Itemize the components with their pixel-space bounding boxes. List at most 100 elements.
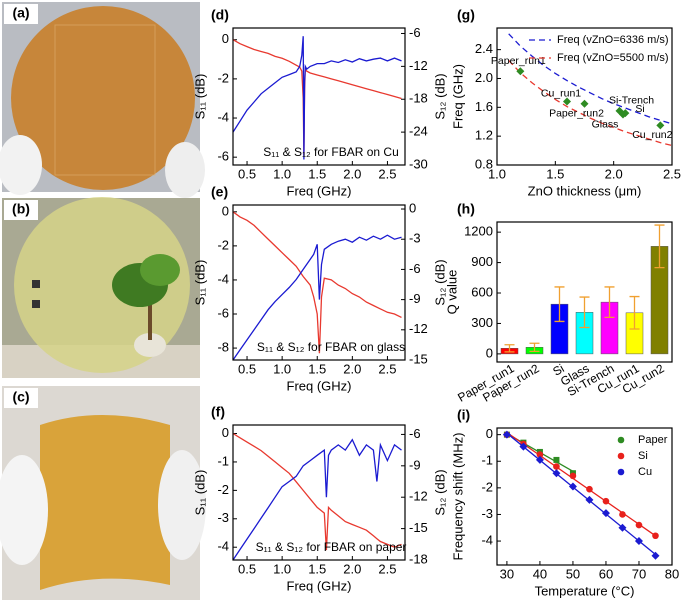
marker: [568, 482, 577, 491]
marker: [553, 456, 560, 463]
photo-a: [0, 2, 205, 198]
y2-tick-label: -12: [409, 58, 428, 73]
marker: [601, 509, 610, 518]
panel-label: (h): [457, 201, 475, 217]
x-axis-label: Freq (GHz): [287, 378, 352, 393]
fit-line: [506, 431, 656, 537]
error-bar: [604, 286, 615, 319]
marker: [585, 495, 594, 504]
error-bar: [579, 296, 590, 329]
panel-label: (b): [12, 201, 30, 217]
error-bar: [504, 344, 515, 353]
error-bar: [629, 295, 640, 330]
legend-label: Paper: [638, 434, 668, 446]
y-axis-label: S₁₁ (dB): [192, 74, 207, 120]
marker: [536, 451, 544, 458]
point-label: Cu_run2: [632, 129, 672, 141]
marker: [652, 532, 659, 540]
series-line: [508, 33, 673, 125]
y-tick-label: -6: [217, 149, 229, 164]
panel-label: (g): [457, 7, 475, 23]
x-tick-label: 1.0: [488, 166, 506, 181]
legend-label: Cu: [638, 466, 652, 478]
marker: [619, 110, 627, 119]
panel-label: (e): [211, 184, 228, 200]
y-axis-label: S₁₂ (dB): [432, 469, 447, 515]
y-tick-label: -2: [481, 479, 493, 494]
y-tick-label: -3: [217, 510, 229, 525]
legend-swatch: [617, 468, 625, 476]
y-axis-label: S₁₂ (dB): [432, 259, 447, 305]
y-tick-label: 1.2: [475, 128, 493, 143]
y-tick-label: -3: [481, 506, 493, 521]
fit-line: [506, 432, 656, 555]
x-tick-label: 50: [566, 566, 580, 581]
y2-tick-label: -18: [409, 551, 428, 566]
x-tick-label: 40: [533, 566, 547, 581]
x-tick-label: 1.0: [273, 561, 291, 576]
y2-tick-label: -3: [409, 231, 421, 246]
x-tick-label: 2.0: [343, 561, 361, 576]
error-bar: [554, 286, 565, 323]
x-tick-label: 60: [599, 566, 613, 581]
y-tick-label: 0: [222, 425, 229, 440]
marker: [618, 523, 627, 532]
panel-label: (a): [12, 5, 29, 21]
y-axis-label: Q value: [444, 270, 459, 315]
legend-swatch: [617, 452, 625, 460]
marker: [569, 472, 577, 480]
marker: [535, 455, 544, 464]
x-tick-label: 2.5: [378, 561, 396, 576]
plot-frame: [496, 27, 673, 166]
y-axis-label: S₁₁ (dB): [192, 260, 207, 306]
x-tick-label: 2.5: [378, 166, 396, 181]
y-tick-label: 0: [486, 426, 493, 441]
y-tick-label: 600: [471, 284, 493, 299]
marker: [580, 99, 589, 108]
x-axis-label: Freq (GHz): [287, 183, 352, 198]
series-line: [232, 432, 402, 551]
y2-tick-label: -12: [409, 321, 428, 336]
x-tick-label: 2.0: [343, 166, 361, 181]
y2-tick-label: -15: [409, 351, 428, 366]
y2-tick-label: -12: [409, 489, 428, 504]
series-line: [232, 438, 402, 561]
series-line: [508, 59, 673, 147]
y-axis-label: Freq (GHz): [450, 64, 465, 129]
legend-swatch: [617, 436, 625, 444]
x-tick-label: 1.0: [273, 361, 291, 376]
y-tick-label: -6: [217, 305, 229, 320]
x-tick-label: 1.5: [308, 561, 326, 576]
plot-frame: [496, 427, 673, 566]
marker: [602, 497, 610, 505]
y-tick-label: 2.4: [475, 41, 493, 56]
point-label: Si-Trench: [609, 95, 654, 107]
y-tick-label: -4: [217, 539, 229, 554]
y2-tick-label: -6: [409, 25, 421, 40]
plot-frame: [232, 204, 406, 361]
photo-c: [0, 386, 206, 600]
plot-frame: [496, 221, 673, 363]
panel-label: (f): [211, 404, 225, 420]
y2-tick-label: 0: [409, 200, 416, 215]
marker: [519, 442, 528, 451]
x-tick-label: 30: [500, 566, 514, 581]
x-tick-label: 2.5: [663, 166, 681, 181]
x-axis-label: ZnO thickness (μm): [528, 183, 642, 198]
panel-label: (c): [12, 389, 29, 405]
panel-label: (i): [457, 407, 470, 423]
plot-frame: [232, 27, 406, 166]
legend-label: Si: [638, 450, 648, 462]
y-tick-label: -2: [217, 70, 229, 85]
y-tick-label: -1: [217, 453, 229, 468]
y2-tick-label: -9: [409, 291, 421, 306]
y-axis-label: Frequency shift (MHz): [450, 433, 465, 561]
x-tick-label: 0.5: [238, 361, 256, 376]
x-tick-label: 2.0: [605, 166, 623, 181]
error-bar: [654, 224, 665, 269]
annotation: S₁₁ & S₁₂ for FBAR on paper: [256, 540, 407, 554]
y-axis-label: S₁₂ (dB): [432, 73, 447, 119]
marker: [502, 430, 511, 439]
y-tick-label: 300: [471, 315, 493, 330]
